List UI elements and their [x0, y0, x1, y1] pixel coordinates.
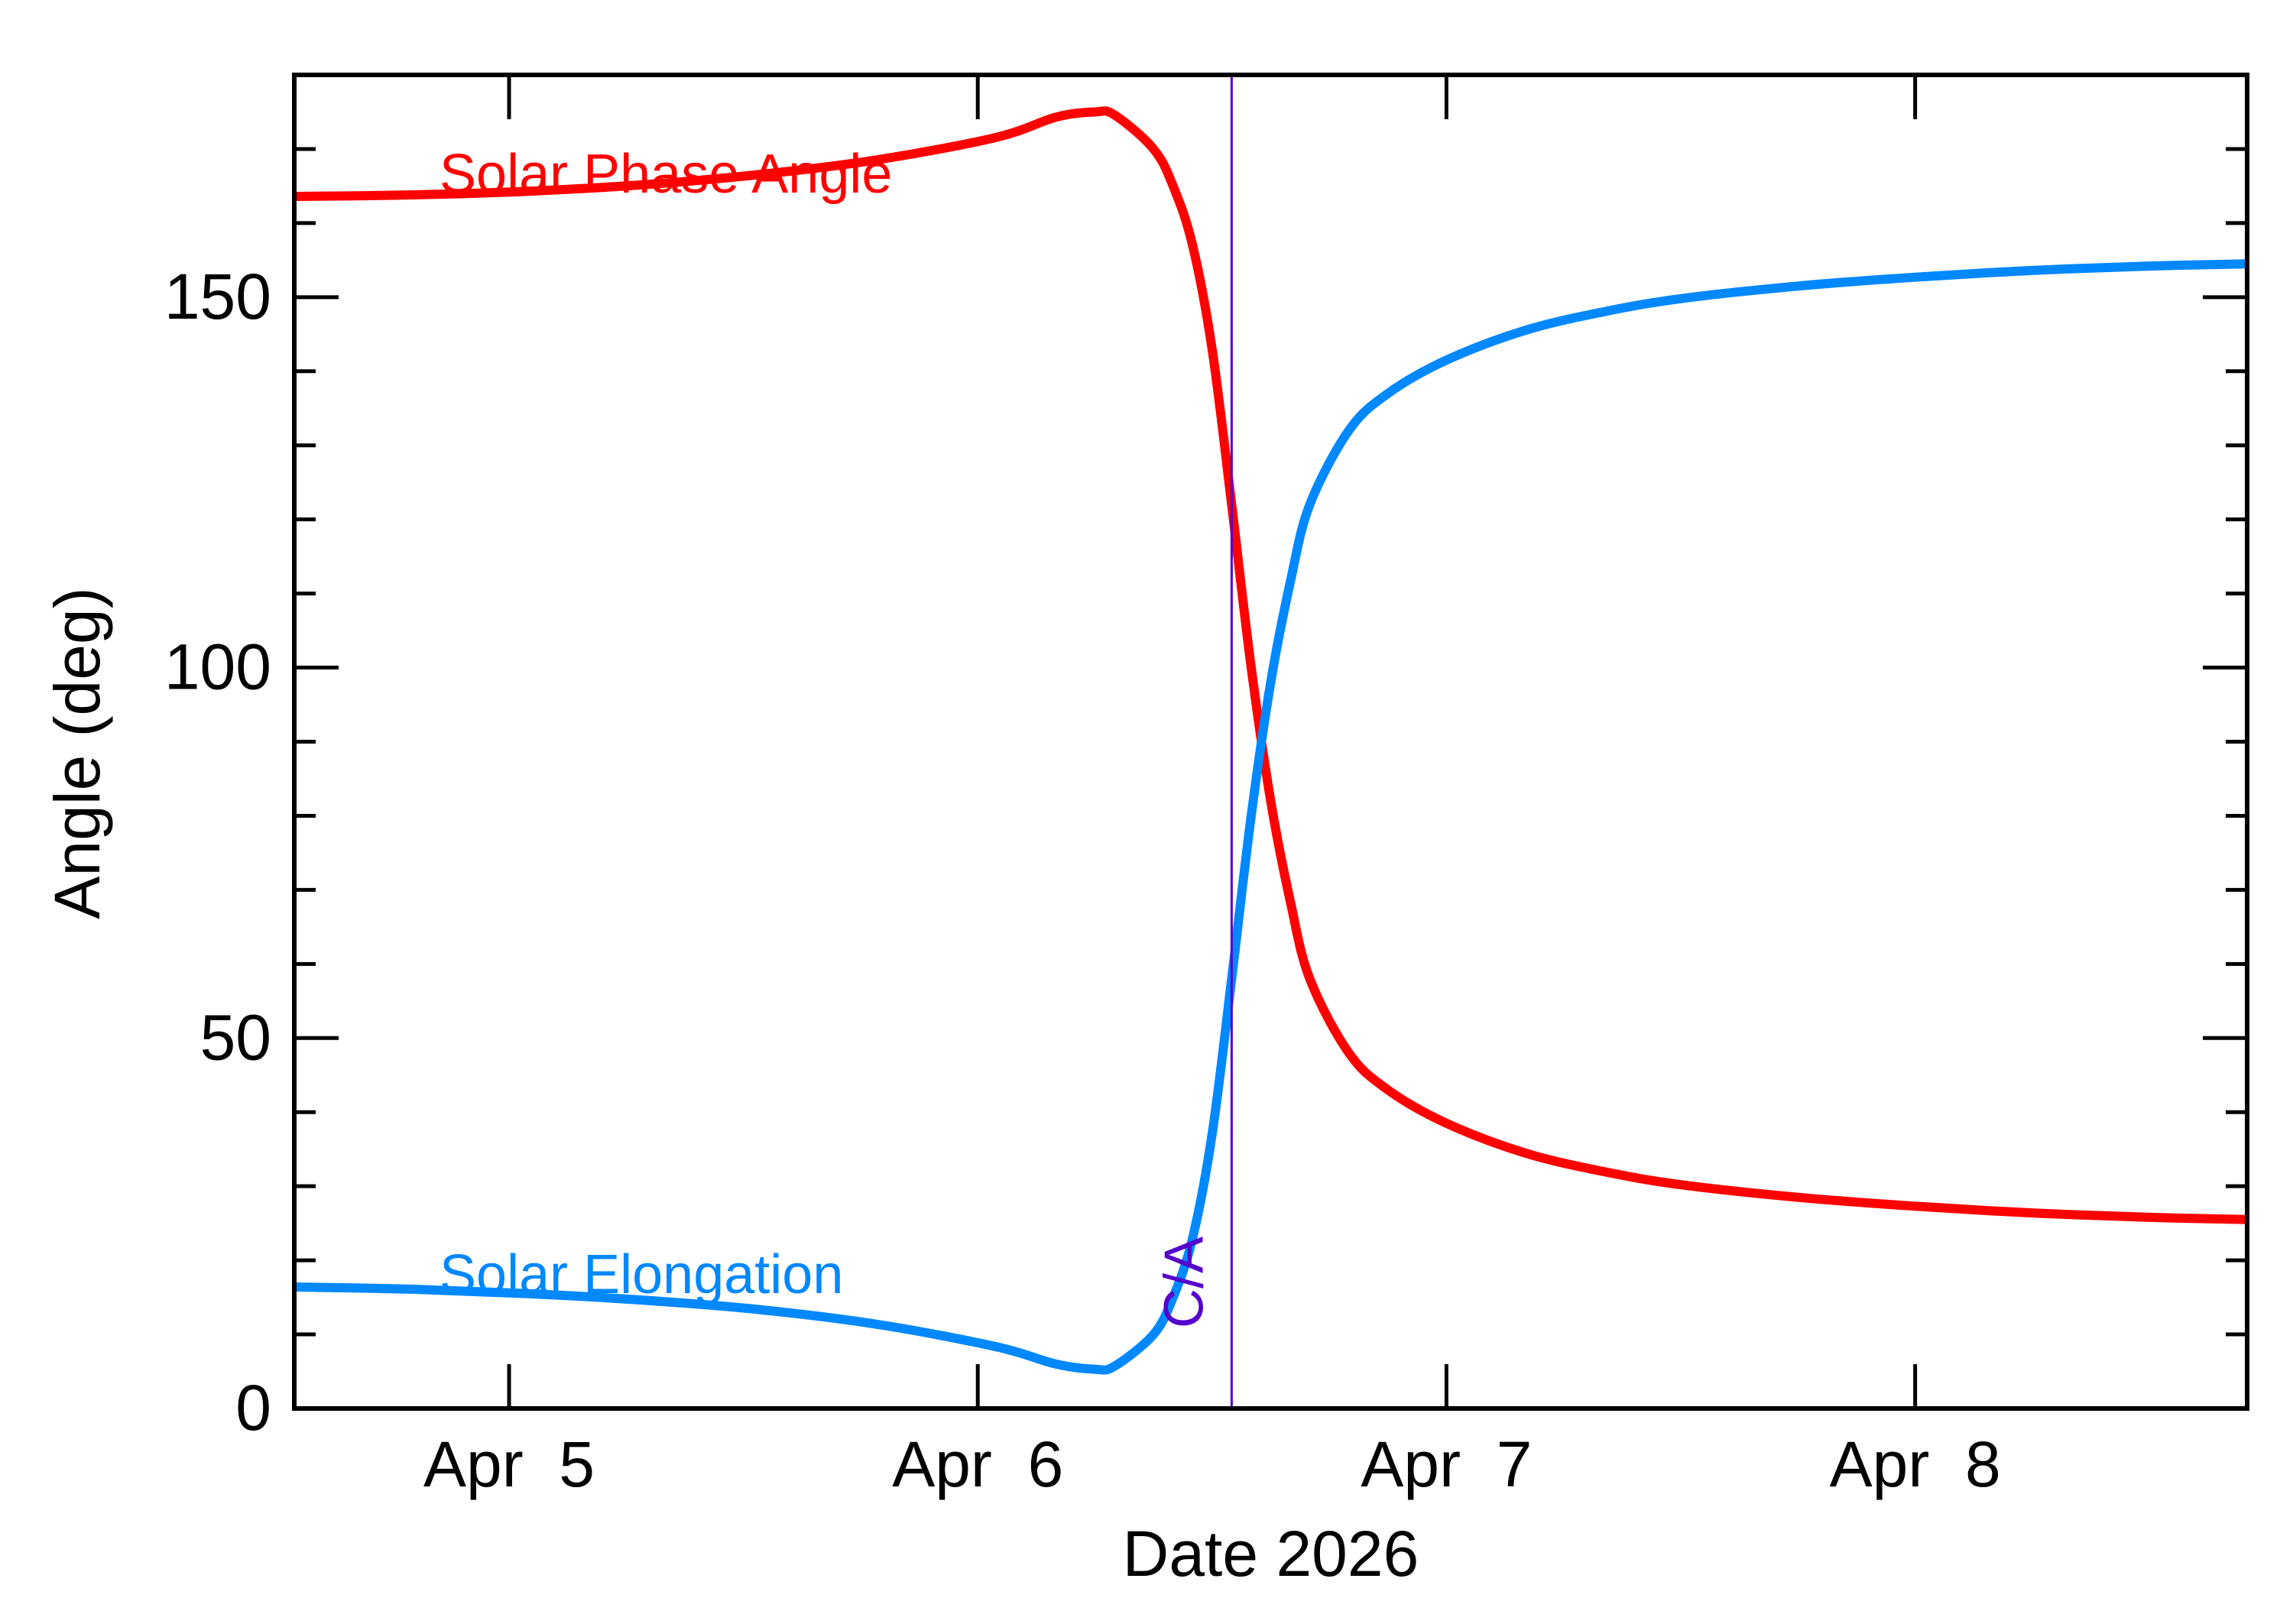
y-tick-label: 100	[164, 631, 271, 703]
series-layer	[294, 106, 2248, 1375]
x-tick-label: Apr 7	[1361, 1428, 1532, 1500]
y-tick-label: 0	[235, 1372, 271, 1444]
plot-frame	[292, 73, 2249, 1411]
ticks-layer	[294, 73, 2247, 1411]
y-tick-label: 50	[200, 1001, 271, 1073]
x-tick-label: Apr 5	[423, 1428, 595, 1500]
x-tick-label: Apr 8	[1830, 1428, 2001, 1500]
y-tick-label: 150	[164, 261, 271, 332]
x-axis-title: Date 2026	[1123, 1518, 1419, 1590]
closest-approach-label: C/A	[1153, 1237, 1215, 1328]
y-axis-title: Angle (deg)	[41, 587, 113, 919]
x-tick-label: Apr 6	[892, 1428, 1063, 1500]
labels-layer: 0 50 100 150 Apr 5 Apr 6 Apr 7 Apr 8 Solar Phase…	[164, 144, 2001, 1500]
series-label-solar-elongation: Solar Elongation	[439, 1244, 843, 1305]
closest-approach-layer: C/A	[1153, 75, 1233, 1408]
series-line-solar-elongation	[294, 259, 2248, 1375]
series-label-solar-phase-angle: Solar Phase Angle	[439, 144, 892, 205]
series-line-solar-phase-angle	[294, 106, 2248, 1224]
